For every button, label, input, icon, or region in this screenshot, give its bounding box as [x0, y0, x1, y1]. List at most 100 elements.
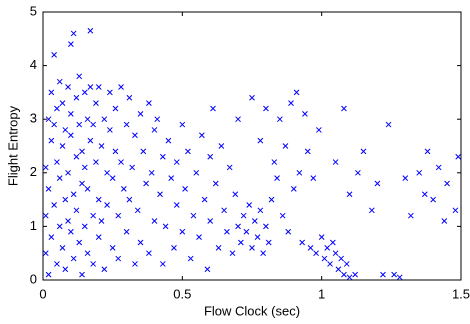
point	[455, 153, 462, 160]
point	[332, 159, 339, 165]
point	[84, 116, 91, 123]
point	[87, 137, 94, 144]
point	[321, 255, 328, 262]
point	[360, 148, 367, 155]
point	[304, 148, 311, 155]
point	[210, 105, 216, 112]
point	[201, 196, 208, 203]
point	[134, 207, 141, 214]
point	[293, 89, 300, 96]
point	[232, 191, 239, 198]
point	[402, 175, 409, 182]
point	[204, 266, 211, 273]
point	[90, 261, 97, 267]
point	[260, 250, 267, 257]
y-tick-label: 5	[30, 3, 37, 18]
point	[444, 180, 450, 187]
point	[56, 78, 63, 85]
point	[159, 261, 166, 267]
point	[48, 234, 55, 240]
point	[151, 218, 158, 224]
point	[81, 89, 88, 96]
y-tick-label: 4	[30, 57, 37, 72]
y-tick-label: 3	[30, 111, 37, 126]
point	[129, 164, 136, 171]
point	[109, 244, 116, 251]
point	[126, 94, 133, 101]
point	[251, 218, 258, 224]
point	[324, 244, 331, 251]
point	[263, 223, 269, 230]
point	[73, 94, 80, 101]
point	[237, 239, 244, 246]
point	[221, 207, 227, 214]
point	[93, 100, 99, 106]
point	[441, 218, 448, 224]
point	[196, 234, 202, 240]
point	[165, 137, 172, 144]
point	[68, 132, 74, 139]
y-axis-label: Flight Entropy	[5, 105, 20, 186]
point	[346, 274, 353, 281]
point	[48, 89, 55, 96]
point	[101, 116, 108, 123]
point	[329, 239, 336, 246]
point	[140, 148, 147, 155]
point	[341, 105, 347, 112]
x-tick-label: 0	[39, 286, 46, 301]
point	[76, 73, 83, 80]
point	[368, 207, 375, 214]
point	[265, 239, 272, 246]
point	[59, 100, 66, 106]
point	[79, 148, 85, 155]
point	[249, 94, 255, 101]
point	[346, 191, 353, 198]
point	[137, 239, 144, 246]
x-tick-label: 0.5	[173, 286, 191, 301]
point	[430, 196, 436, 203]
point	[421, 191, 428, 198]
point	[151, 127, 158, 133]
point	[54, 261, 60, 267]
point	[68, 110, 74, 117]
point	[193, 169, 200, 176]
point	[396, 274, 403, 281]
point	[452, 207, 459, 214]
point	[274, 175, 280, 182]
point	[84, 250, 91, 257]
point	[107, 127, 113, 133]
point	[70, 255, 77, 262]
point	[98, 143, 105, 149]
point	[137, 110, 144, 117]
point	[62, 196, 69, 203]
point	[104, 202, 110, 208]
point	[148, 169, 155, 176]
point	[257, 207, 264, 214]
point	[341, 271, 347, 278]
point	[45, 271, 52, 278]
point	[380, 271, 386, 278]
point	[318, 234, 325, 240]
point	[243, 228, 250, 235]
point	[254, 234, 261, 240]
point	[146, 250, 152, 257]
point	[179, 121, 186, 128]
point	[355, 169, 361, 176]
point	[310, 175, 317, 182]
point	[271, 159, 278, 165]
point	[285, 228, 292, 235]
point	[257, 137, 264, 144]
point	[235, 223, 241, 230]
point	[87, 84, 94, 90]
point	[215, 244, 222, 251]
point	[112, 105, 119, 112]
point	[65, 169, 71, 176]
point	[112, 148, 119, 155]
point	[185, 148, 191, 155]
y-tick-label: 2	[30, 164, 37, 179]
point	[299, 239, 306, 246]
y-tick-label: 0	[30, 271, 37, 286]
point	[288, 100, 294, 106]
point	[385, 121, 392, 128]
point	[157, 191, 163, 198]
